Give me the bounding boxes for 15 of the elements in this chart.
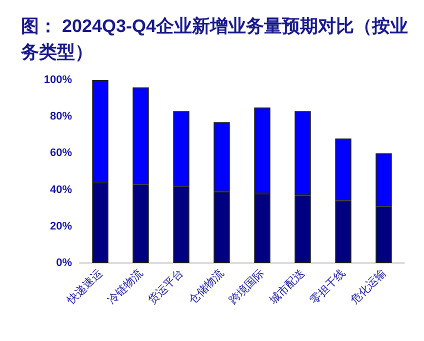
y-tick-label: 20% [50,220,72,232]
x-tick-label: 跨境国际 [226,266,267,307]
x-tick-label: 快递速运 [64,266,105,308]
x-tick-label: 冷链物流 [105,266,146,307]
y-tick-label: 0% [56,257,72,269]
chart-title: 图： 2024Q3-Q4企业新增业务量预期对比（按业务类型） [20,16,408,62]
y-tick-label: 60% [50,147,72,160]
x-tick-label: 仓储物流 [186,266,226,307]
y-tick-label: 80% [50,110,72,123]
x-tick-label: 货运平台 [146,266,186,307]
x-tick-label: 危化运输 [348,266,388,307]
y-tick-label: 100% [44,74,72,86]
x-tick-label: 城市配送 [266,266,308,308]
x-tick-label: 零担干线 [308,266,348,307]
y-tick-label: 40% [50,184,72,196]
